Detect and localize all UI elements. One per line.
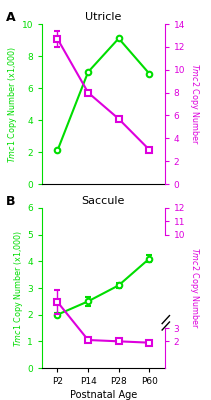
Text: B: B — [5, 195, 15, 208]
Text: A: A — [5, 11, 15, 24]
Title: Saccule: Saccule — [82, 196, 125, 206]
Y-axis label: $\it{Tmc2}$ Copy Number: $\it{Tmc2}$ Copy Number — [188, 63, 201, 145]
Title: Utricle: Utricle — [85, 12, 122, 22]
Y-axis label: $\it{Tmc2}$ Copy Number: $\it{Tmc2}$ Copy Number — [188, 247, 201, 329]
Y-axis label: $\it{Tmc1}$ Copy Number (x1,000): $\it{Tmc1}$ Copy Number (x1,000) — [6, 45, 19, 163]
X-axis label: Postnatal Age: Postnatal Age — [70, 390, 137, 400]
Y-axis label: $\it{Tmc1}$ Copy Number (x1,000): $\it{Tmc1}$ Copy Number (x1,000) — [12, 229, 25, 347]
